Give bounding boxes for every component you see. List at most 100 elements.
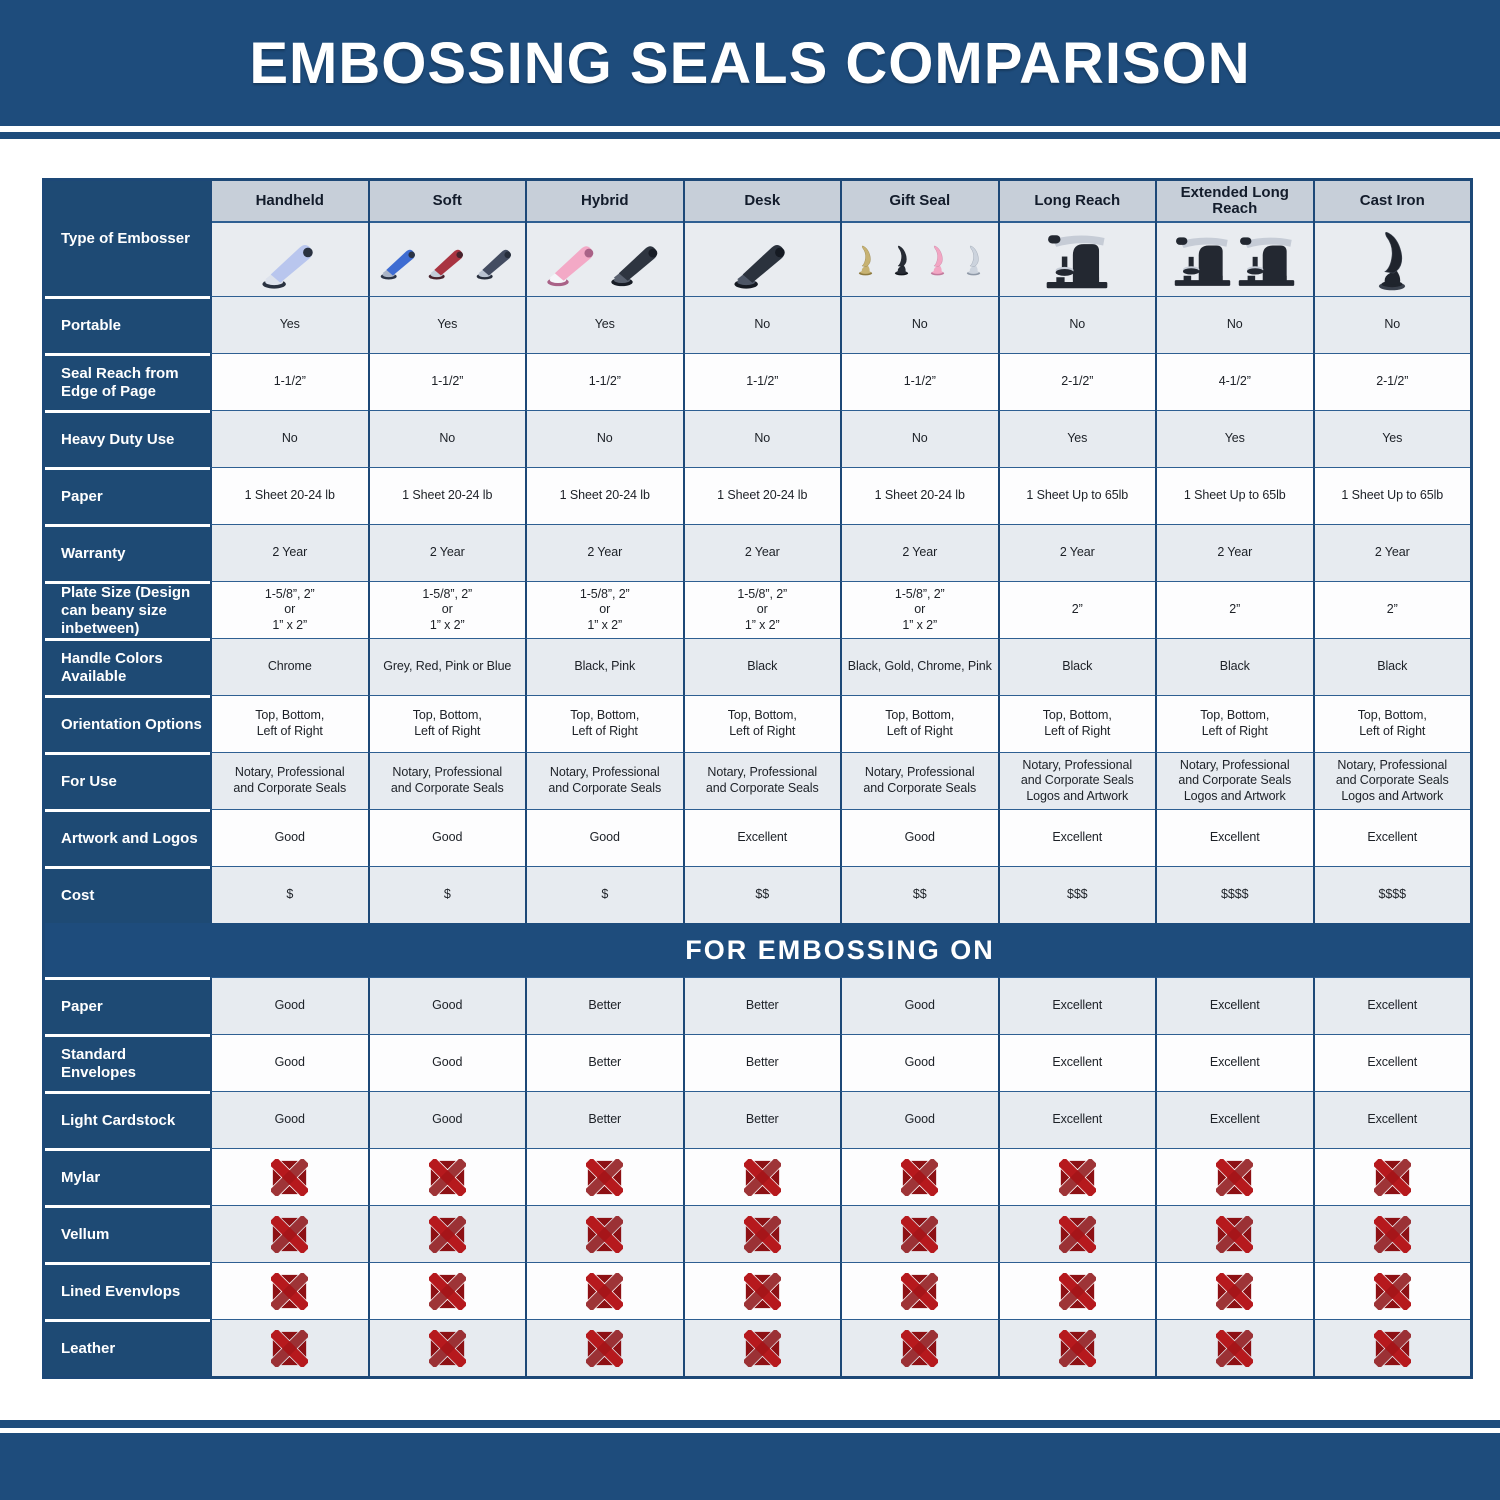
- cell-paper-col5: 1 Sheet Up to 65lb: [997, 467, 1155, 524]
- cell-standard-envelopes-col5: Excellent: [997, 1034, 1155, 1091]
- row-label-paper: Paper: [45, 977, 210, 1034]
- row-label-lined-evenvlops: Lined Evenvlops: [45, 1262, 210, 1319]
- cell-paper-col2: 1 Sheet 20-24 lb: [525, 467, 683, 524]
- cell-seal-reach-col3: 1-1/2”: [682, 353, 840, 410]
- desk-press-embosser-icon: [1175, 236, 1231, 286]
- row-label-handle-colors: Handle Colors Available: [45, 638, 210, 695]
- upright-embosser-icon: [859, 245, 873, 275]
- cell-portable-col6: No: [1155, 296, 1313, 353]
- cell-leather-col4: [840, 1319, 998, 1376]
- title-banner: EMBOSSING SEALS COMPARISON: [0, 0, 1500, 126]
- cell-warranty-col1: 2 Year: [367, 524, 525, 581]
- embosser-images: [212, 223, 368, 296]
- x-mark-icon: [1058, 1158, 1096, 1196]
- row-label-warranty: Warranty: [45, 524, 210, 581]
- section-banner-title: FOR EMBOSSING ON: [685, 934, 995, 965]
- cell-heavy-duty-use-col4: No: [840, 410, 998, 467]
- cell-portable-col7: No: [1312, 296, 1470, 353]
- x-mark-icon: [271, 1272, 309, 1310]
- x-mark-icon: [586, 1215, 624, 1253]
- cell-lined-evenvlops-col0: [210, 1262, 368, 1319]
- x-mark-icon: [586, 1272, 624, 1310]
- hand-embosser-icon: [428, 249, 463, 280]
- column-soft: Soft: [367, 181, 525, 296]
- x-mark-icon: [1373, 1158, 1411, 1196]
- cell-seal-reach-col6: 4-1/2”: [1155, 353, 1313, 410]
- cell-warranty-col0: 2 Year: [210, 524, 368, 581]
- cell-portable-col5: No: [997, 296, 1155, 353]
- cell-light-cardstock-col2: Better: [525, 1091, 683, 1148]
- comparison-table: Type of Embosser Handheld Soft Hybrid Desk Gi…: [42, 178, 1473, 1379]
- cell-warranty-col5: 2 Year: [997, 524, 1155, 581]
- cell-for-use-col1: Notary, Professional and Corporate Seals: [367, 752, 525, 809]
- cell-mylar-col0: [210, 1148, 368, 1205]
- cell-heavy-duty-use-col2: No: [525, 410, 683, 467]
- cell-orientation-options-col5: Top, Bottom, Left of Right: [997, 695, 1155, 752]
- x-mark-icon: [428, 1329, 466, 1367]
- column-header-label: Gift Seal: [889, 192, 951, 210]
- cell-handle-colors-col1: Grey, Red, Pink or Blue: [367, 638, 525, 695]
- cell-standard-envelopes-col4: Good: [840, 1034, 998, 1091]
- cell-plate-size-col1: 1-5/8”, 2” or 1” x 2”: [367, 581, 525, 638]
- cell-standard-envelopes-col1: Good: [367, 1034, 525, 1091]
- upright-embosser-icon: [931, 245, 945, 275]
- cell-warranty-col2: 2 Year: [525, 524, 683, 581]
- column-hybrid: Hybrid: [525, 181, 683, 296]
- desk-press-embosser-icon: [1239, 236, 1295, 286]
- cell-seal-reach-col7: 2-1/2”: [1312, 353, 1470, 410]
- cell-for-use-col3: Notary, Professional and Corporate Seals: [682, 752, 840, 809]
- hand-embosser-icon: [611, 245, 658, 286]
- cell-standard-envelopes-col3: Better: [682, 1034, 840, 1091]
- row-label-for-use: For Use: [45, 752, 210, 809]
- cell-leather-col7: [1312, 1319, 1470, 1376]
- cell-for-use-col4: Notary, Professional and Corporate Seals: [840, 752, 998, 809]
- row-label-vellum: Vellum: [45, 1205, 210, 1262]
- x-mark-icon: [1216, 1158, 1254, 1196]
- embosser-images: [1157, 223, 1313, 296]
- x-mark-icon: [743, 1158, 781, 1196]
- cell-light-cardstock-col3: Better: [682, 1091, 840, 1148]
- cell-paper-col1: 1 Sheet 20-24 lb: [367, 467, 525, 524]
- cell-portable-col1: Yes: [367, 296, 525, 353]
- row-label-orientation-options: Orientation Options: [45, 695, 210, 752]
- cell-leather-col6: [1155, 1319, 1313, 1376]
- cell-warranty-col6: 2 Year: [1155, 524, 1313, 581]
- cell-cost-col0: $: [210, 866, 368, 923]
- hand-embosser-icon: [380, 249, 415, 280]
- cell-handle-colors-col2: Black, Pink: [525, 638, 683, 695]
- x-mark-icon: [743, 1272, 781, 1310]
- cell-vellum-col5: [997, 1205, 1155, 1262]
- cell-lined-evenvlops-col2: [525, 1262, 683, 1319]
- column-extended-long-reach: Extended Long Reach: [1155, 181, 1313, 296]
- column-header: Soft: [369, 181, 525, 223]
- column-header-label: Cast Iron: [1359, 192, 1425, 210]
- cell-artwork-and-logos-col4: Good: [840, 809, 998, 866]
- column-header: Gift Seal: [842, 181, 998, 223]
- column-header-label: Soft: [432, 192, 462, 210]
- row-label-mylar: Mylar: [45, 1148, 210, 1205]
- cell-mylar-col7: [1312, 1148, 1470, 1205]
- column-header: Long Reach: [999, 181, 1155, 223]
- cell-portable-col2: Yes: [525, 296, 683, 353]
- cell-plate-size-col6: 2”: [1155, 581, 1313, 638]
- comparison-grid: Type of Embosser Handheld Soft Hybrid Desk Gi…: [45, 181, 1470, 1376]
- column-header: Cast Iron: [1314, 181, 1470, 223]
- cell-artwork-and-logos-col2: Good: [525, 809, 683, 866]
- cell-standard-envelopes-col0: Good: [210, 1034, 368, 1091]
- x-mark-icon: [271, 1215, 309, 1253]
- column-header: Desk: [684, 181, 840, 223]
- cell-light-cardstock-col5: Excellent: [997, 1091, 1155, 1148]
- cell-paper-col1: Good: [367, 977, 525, 1034]
- column-header-label: Extended Long Reach: [1180, 184, 1289, 217]
- cell-artwork-and-logos-col1: Good: [367, 809, 525, 866]
- x-mark-icon: [271, 1158, 309, 1196]
- cell-orientation-options-col4: Top, Bottom, Left of Right: [840, 695, 998, 752]
- embosser-images: [527, 223, 683, 296]
- cell-seal-reach-col2: 1-1/2”: [525, 353, 683, 410]
- cell-leather-col3: [682, 1319, 840, 1376]
- cell-mylar-col5: [997, 1148, 1155, 1205]
- cell-orientation-options-col3: Top, Bottom, Left of Right: [682, 695, 840, 752]
- cell-cost-col3: $$: [682, 866, 840, 923]
- x-mark-icon: [901, 1329, 939, 1367]
- column-header-label: Hybrid: [580, 192, 629, 210]
